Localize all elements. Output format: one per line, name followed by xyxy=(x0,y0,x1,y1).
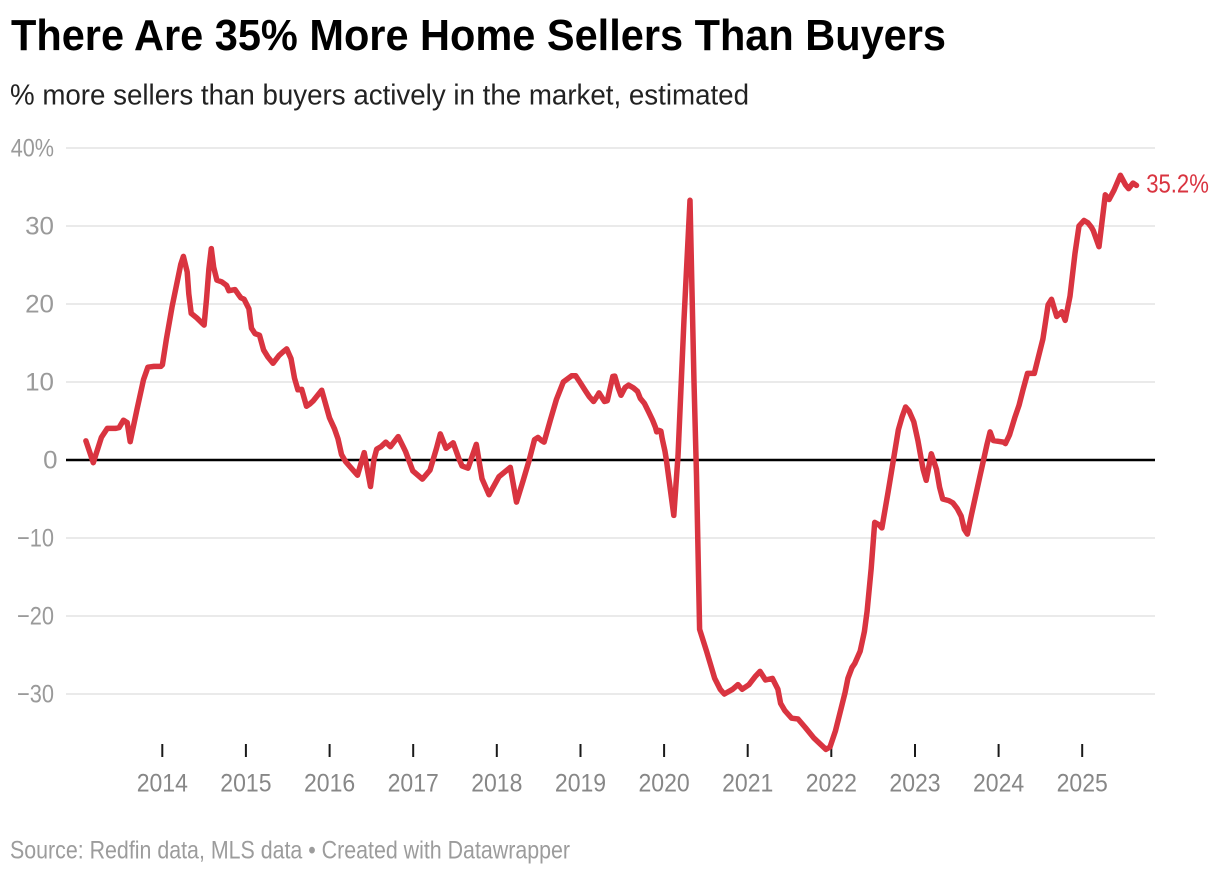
svg-text:There Are 35% More Home Seller: There Are 35% More Home Sellers Than Buy… xyxy=(11,11,946,60)
svg-text:2016: 2016 xyxy=(304,770,355,798)
svg-text:2025: 2025 xyxy=(1057,770,1108,798)
svg-text:35.2%: 35.2% xyxy=(1146,170,1209,198)
svg-text:10: 10 xyxy=(25,368,54,396)
svg-text:% more sellers than buyers act: % more sellers than buyers actively in t… xyxy=(10,79,749,111)
svg-text:−10: −10 xyxy=(17,524,54,552)
svg-text:40%: 40% xyxy=(11,134,54,162)
svg-text:2018: 2018 xyxy=(471,770,522,798)
svg-text:2023: 2023 xyxy=(889,770,940,798)
svg-text:2020: 2020 xyxy=(639,770,690,798)
svg-text:2021: 2021 xyxy=(722,770,773,798)
svg-text:2022: 2022 xyxy=(806,770,857,798)
svg-text:Source: Redfin data, MLS data: Source: Redfin data, MLS data • Created … xyxy=(10,837,570,865)
svg-text:2017: 2017 xyxy=(388,770,439,798)
svg-text:2019: 2019 xyxy=(555,770,606,798)
svg-text:20: 20 xyxy=(25,290,54,318)
svg-text:0: 0 xyxy=(43,446,57,474)
svg-text:−30: −30 xyxy=(17,680,54,708)
svg-text:2015: 2015 xyxy=(220,770,271,798)
svg-text:−20: −20 xyxy=(17,602,54,630)
svg-text:2014: 2014 xyxy=(137,770,188,798)
svg-text:2024: 2024 xyxy=(973,770,1024,798)
svg-text:30: 30 xyxy=(25,212,54,240)
